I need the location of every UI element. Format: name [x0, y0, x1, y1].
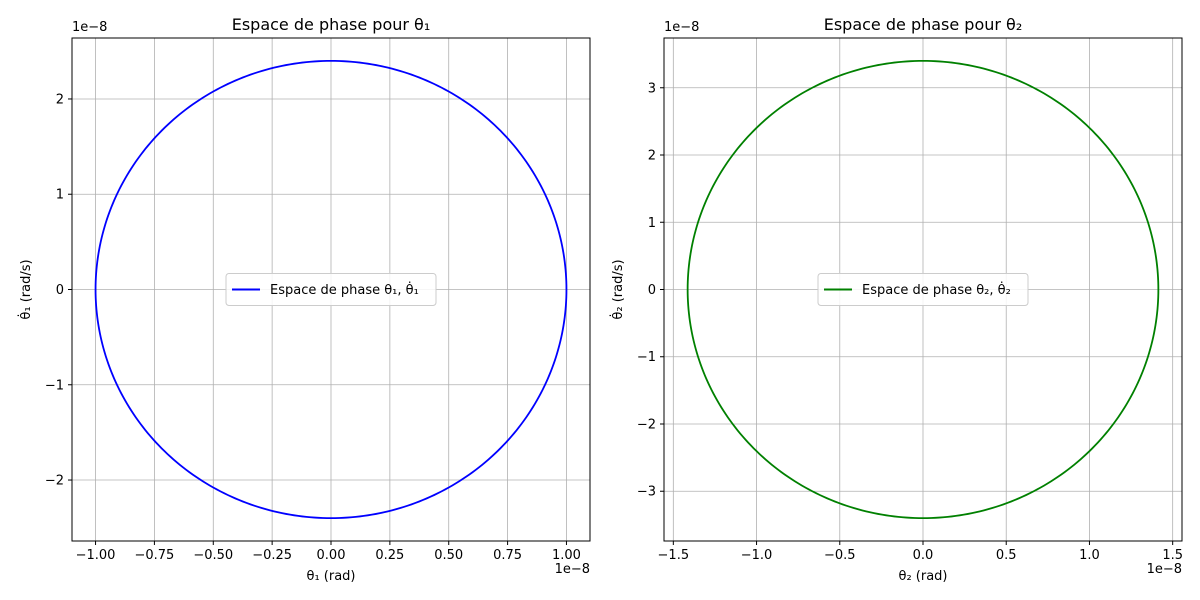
- x-axis-label: θ₂ (rad): [898, 569, 947, 584]
- x-offset-label: 1e−8: [1147, 562, 1182, 577]
- y-axis-label: θ̇₂ (rad/s): [610, 259, 626, 319]
- x-offset-label: 1e−8: [555, 562, 590, 577]
- y-tick-label: −3: [637, 485, 656, 500]
- x-axis-label: θ₁ (rad): [306, 569, 355, 584]
- chart-title: Espace de phase pour θ₁: [232, 15, 431, 34]
- x-tick-label: −1.5: [658, 548, 690, 563]
- y-tick-label: 2: [56, 92, 64, 107]
- y-offset-label: 1e−8: [72, 20, 107, 35]
- legend-label: Espace de phase θ₁, θ̇₁: [270, 282, 419, 298]
- y-tick-label: −1: [45, 378, 64, 393]
- y-tick-label: 0: [56, 283, 64, 298]
- x-tick-label: 0.75: [493, 548, 522, 563]
- y-tick-label: −2: [637, 417, 656, 432]
- legend: Espace de phase θ₂, θ̇₂: [817, 273, 1029, 306]
- legend: Espace de phase θ₁, θ̇₁: [225, 273, 437, 306]
- x-tick-label: 0.5: [996, 548, 1017, 563]
- x-tick-label: 0.50: [434, 548, 463, 563]
- y-axis-label: θ̇₁ (rad/s): [18, 259, 34, 319]
- y-tick-label: 3: [648, 81, 656, 96]
- chart-title: Espace de phase pour θ₂: [824, 15, 1023, 34]
- x-tick-label: 0.0: [913, 548, 934, 563]
- series-line: [686, 59, 1160, 520]
- x-tick-label: −0.25: [252, 548, 292, 563]
- legend-box: [225, 273, 437, 306]
- x-tick-label: 1.0: [1079, 548, 1100, 563]
- x-tick-label: 1.00: [552, 548, 581, 563]
- series-line: [94, 59, 568, 520]
- x-tick-label: 0.00: [317, 548, 346, 563]
- y-tick-label: −1: [637, 350, 656, 365]
- chart-2: −1.5 −1.0 −0.5 0.0 0.5 1.0 1.5 −3 −2 −1 0 1 2 3 1e−8 1e…: [610, 15, 1183, 584]
- chart-1: −1.00 −0.75 −0.50 −0.25 0.00 0.25 0.50 0.75 1.00…: [18, 15, 591, 584]
- y-tick-label: 1: [56, 188, 64, 203]
- y-tick-label: 1: [648, 216, 656, 231]
- x-tick-label: −1.0: [741, 548, 773, 563]
- x-tick-label: −0.50: [193, 548, 233, 563]
- x-tick-label: −0.75: [134, 548, 174, 563]
- x-tick-label: 0.25: [375, 548, 404, 563]
- x-tick-label: 1.5: [1162, 548, 1183, 563]
- y-tick-label: −2: [45, 474, 64, 489]
- x-tick-label: −0.5: [824, 548, 856, 563]
- y-tick-label: 2: [648, 149, 656, 164]
- y-offset-label: 1e−8: [664, 20, 699, 35]
- x-tick-label: −1.00: [76, 548, 116, 563]
- legend-label: Espace de phase θ₂, θ̇₂: [862, 282, 1011, 298]
- legend-box: [817, 273, 1029, 306]
- y-tick-label: 0: [648, 283, 656, 298]
